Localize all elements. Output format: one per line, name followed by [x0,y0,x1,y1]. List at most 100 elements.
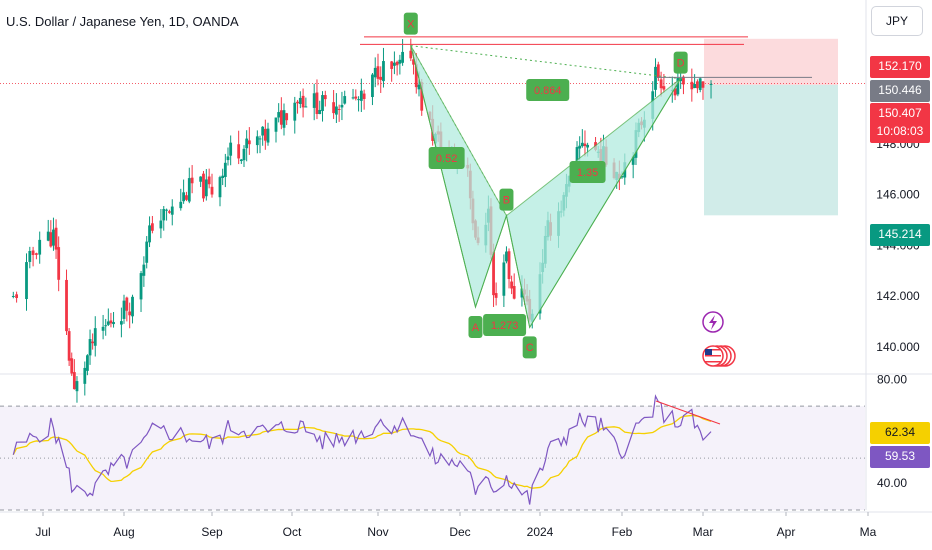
candle-body[interactable] [709,83,713,85]
candle-body[interactable] [223,162,227,177]
candle-body[interactable] [88,339,92,356]
candle-body[interactable] [315,92,319,114]
candle-body[interactable] [65,279,68,332]
candle-body[interactable] [580,142,584,147]
candle-body[interactable] [401,51,404,63]
candle-body[interactable] [274,117,278,132]
candle-body[interactable] [15,294,18,299]
candle-body[interactable] [654,66,657,90]
candle-body[interactable] [168,211,171,213]
candle-body[interactable] [190,177,194,184]
candle-body[interactable] [165,209,168,211]
candle-body[interactable] [25,262,28,300]
candle-body[interactable] [398,59,402,64]
candle-body[interactable] [91,341,95,344]
candle-body[interactable] [296,101,299,104]
candle-body[interactable] [150,223,154,231]
candle-body[interactable] [179,201,183,209]
candle-body[interactable] [301,95,305,108]
candle-body[interactable] [255,136,259,146]
currency-button[interactable]: JPY [871,6,923,36]
candle-body[interactable] [631,156,635,165]
candle-body[interactable] [696,81,699,89]
candle-body[interactable] [682,76,685,85]
candle-body[interactable] [321,95,324,111]
candle-body[interactable] [109,320,113,324]
candle-body[interactable] [210,186,214,195]
candle-body[interactable] [282,110,286,128]
candle-body[interactable] [414,64,418,88]
candle-body[interactable] [28,251,32,262]
candle-body[interactable] [266,128,270,143]
candle-body[interactable] [312,93,316,108]
candle-body[interactable] [162,209,166,221]
candle-body[interactable] [247,140,251,145]
candle-body[interactable] [620,176,624,178]
candle-body[interactable] [354,96,358,99]
candle-body[interactable] [11,295,15,297]
candle-body[interactable] [49,232,53,247]
candle-body[interactable] [676,78,680,95]
candle-body[interactable] [520,288,524,298]
candle-body[interactable] [395,61,399,66]
candle-body[interactable] [106,321,110,325]
candle-body[interactable] [304,106,308,108]
candle-body[interactable] [229,142,233,156]
candle-body[interactable] [578,145,582,149]
candle-body[interactable] [420,81,424,111]
candle-body[interactable] [207,176,211,185]
candle-body[interactable] [93,328,97,346]
candle-body[interactable] [285,113,289,121]
candle-body[interactable] [221,175,225,178]
candle-body[interactable] [70,358,74,374]
candle-body[interactable] [351,97,355,99]
candle-body[interactable] [662,86,666,90]
candle-body[interactable] [502,262,506,296]
candle-body[interactable] [373,67,377,78]
candle-body[interactable] [148,225,151,243]
candle-body[interactable] [390,61,394,69]
candle-body[interactable] [142,264,146,276]
candle-body[interactable] [112,322,115,325]
candle-body[interactable] [417,84,421,90]
candle-body[interactable] [512,286,516,299]
candle-body[interactable] [187,178,191,202]
candle-body[interactable] [245,138,249,149]
candle-body[interactable] [46,231,50,241]
candle-body[interactable] [334,106,338,115]
candle-body[interactable] [35,253,38,255]
candle-body[interactable] [104,325,108,327]
candle-body[interactable] [31,250,35,256]
candle-body[interactable] [242,148,246,161]
candle-body[interactable] [237,144,241,159]
candle-body[interactable] [323,95,327,100]
candle-body[interactable] [376,66,380,79]
candle-body[interactable] [239,159,243,162]
candle-body[interactable] [507,251,511,280]
candle-body[interactable] [393,62,396,66]
candle-body[interactable] [72,372,76,390]
candle-body[interactable] [139,273,143,300]
candle-body[interactable] [298,97,302,105]
candle-body[interactable] [357,99,360,101]
candle-body[interactable] [204,179,208,197]
candle-body[interactable] [128,311,132,316]
candle-body[interactable] [293,102,297,121]
candle-body[interactable] [258,138,262,140]
candle-body[interactable] [119,321,123,325]
candle-body[interactable] [125,297,129,311]
candle-body[interactable] [75,381,79,392]
candle-body[interactable] [145,241,149,263]
candle-body[interactable] [492,251,495,296]
candle-body[interactable] [337,108,341,110]
candle-body[interactable] [343,96,347,104]
candle-body[interactable] [698,78,702,90]
candle-body[interactable] [83,367,87,384]
candle-body[interactable] [263,128,267,141]
candle-body[interactable] [277,112,281,118]
candle-body[interactable] [318,109,322,115]
candle-body[interactable] [218,177,222,198]
candle-body[interactable] [261,126,265,136]
candle-body[interactable] [690,81,694,90]
